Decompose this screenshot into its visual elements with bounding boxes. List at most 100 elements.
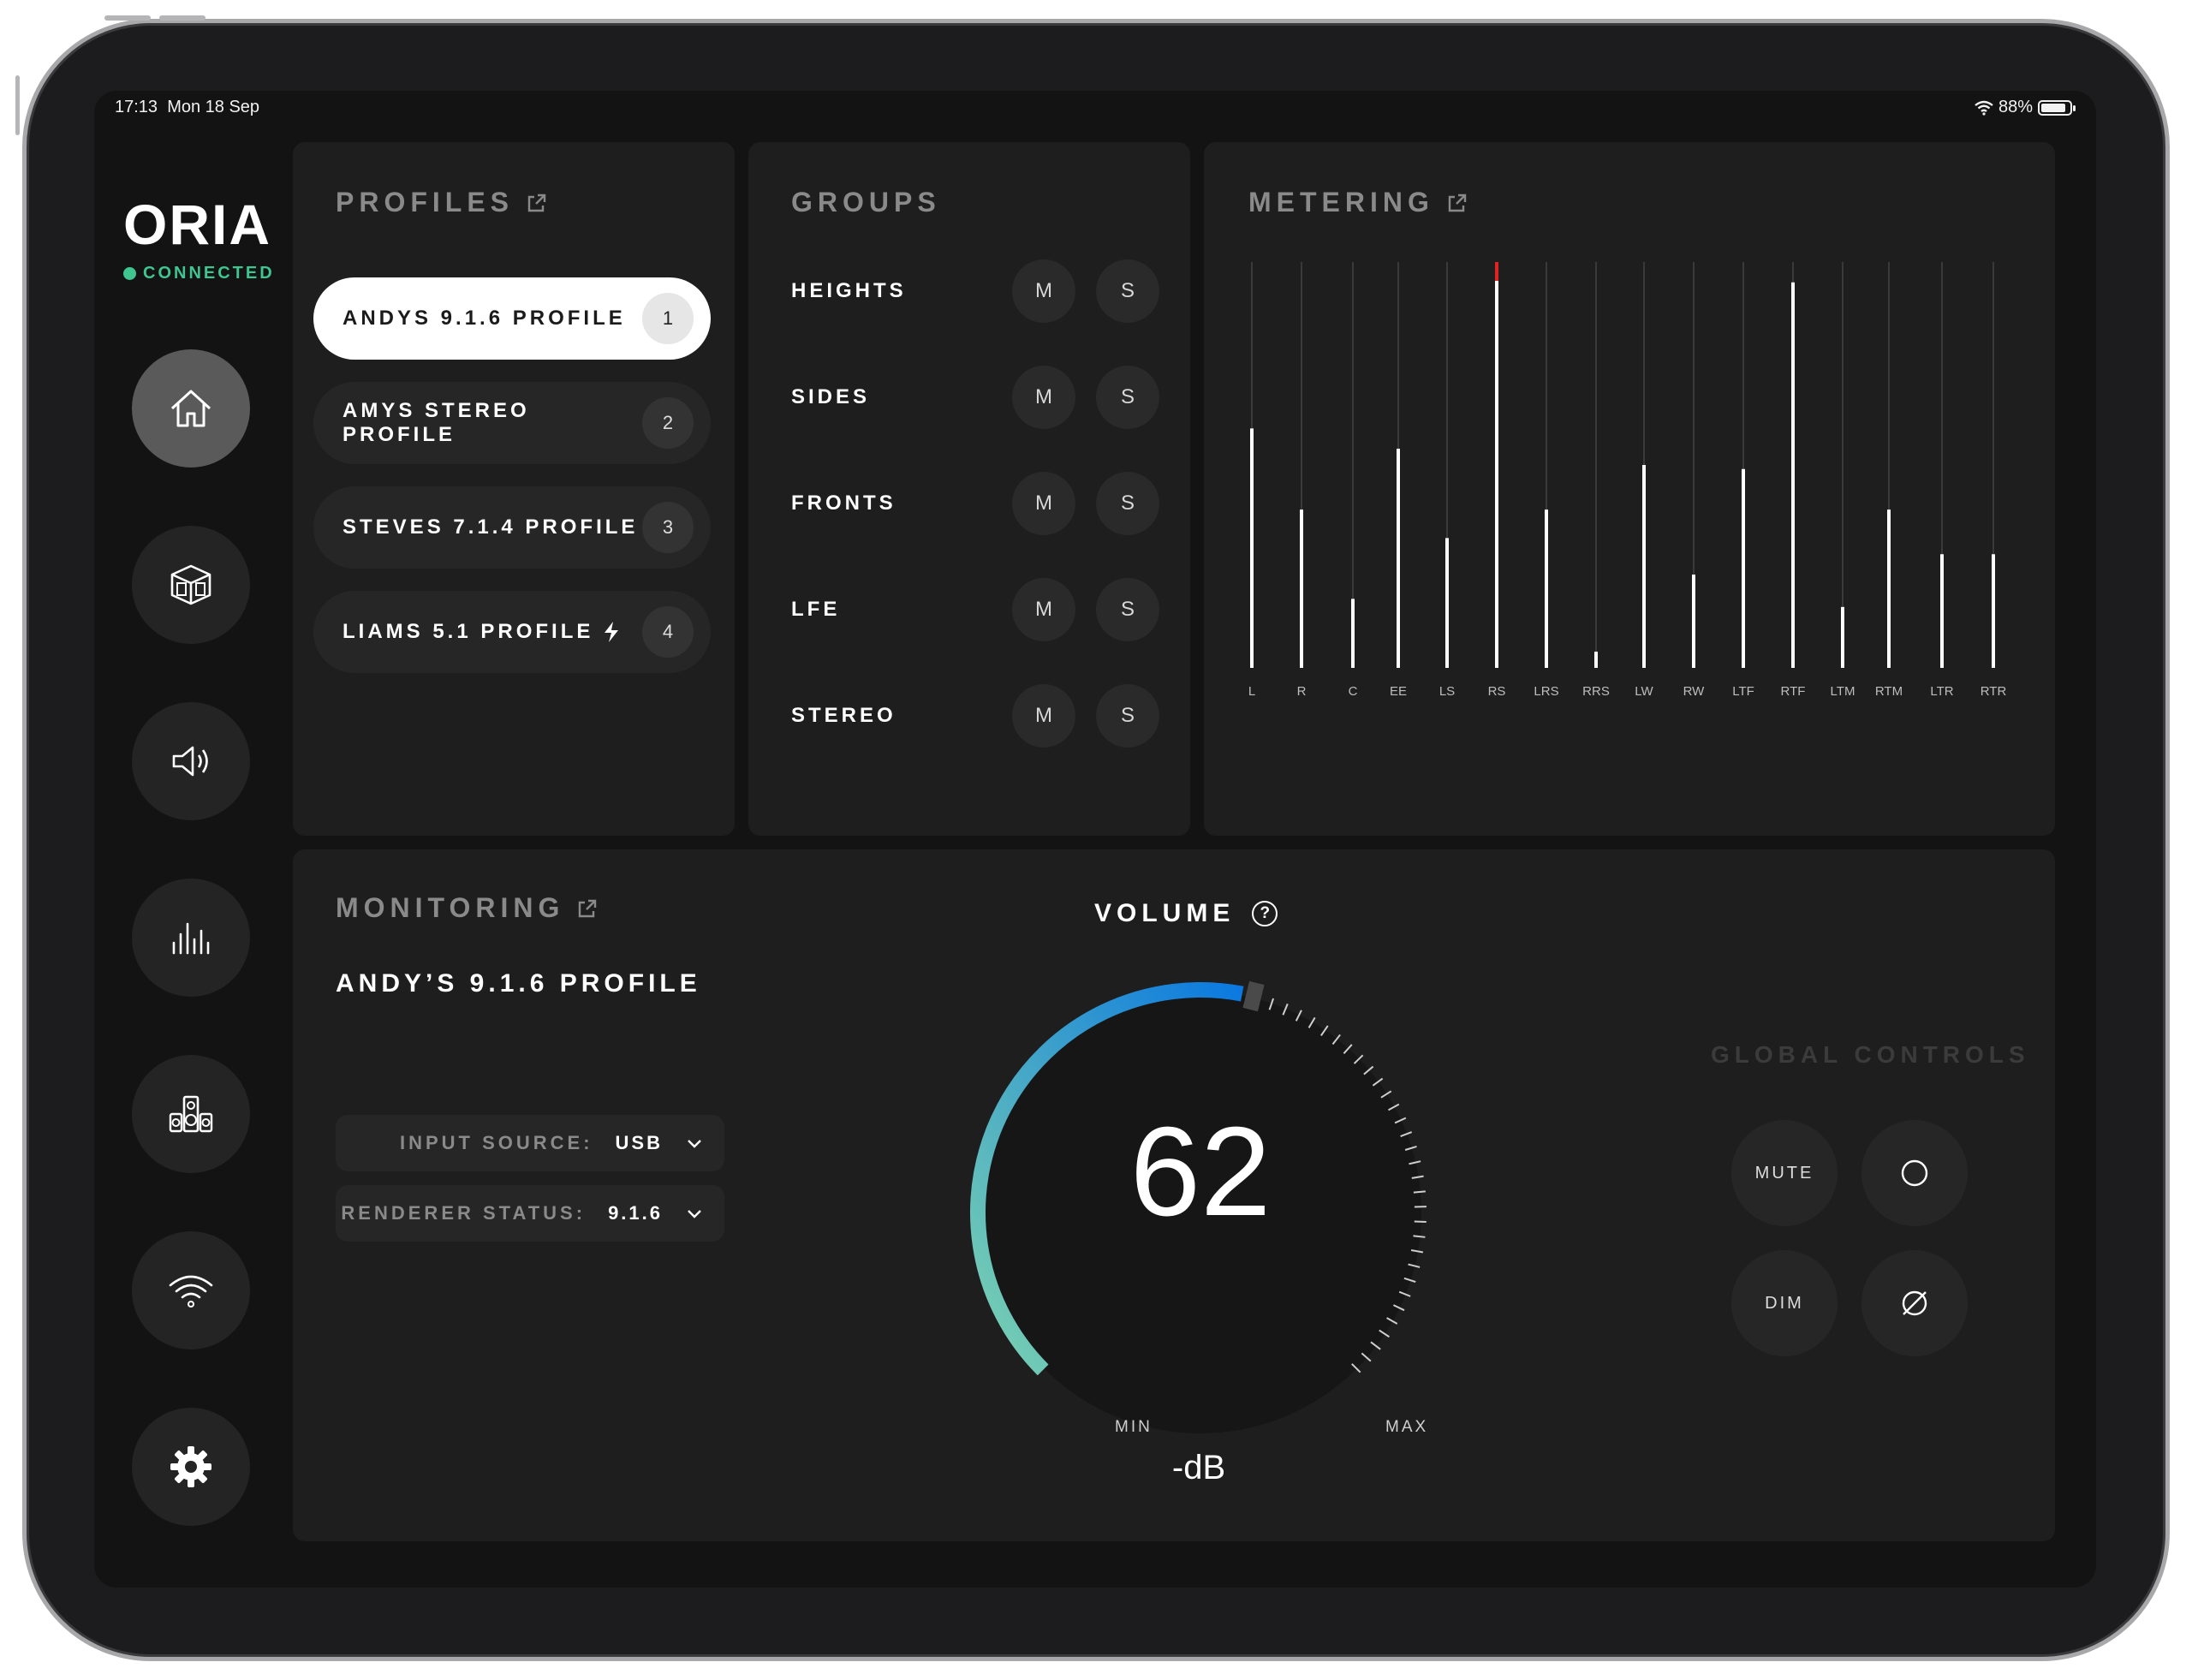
solo-button[interactable]: S [1096,259,1159,323]
monitoring-profile-name: ANDY’S 9.1.6 PROFILE [336,969,701,998]
mute-button[interactable]: M [1012,259,1075,323]
mute-all-button[interactable]: MUTE [1731,1120,1838,1226]
volume-tick [1307,1016,1316,1028]
nav-settings-button[interactable] [132,1408,250,1526]
volume-tick [1404,1145,1417,1151]
nav-speakers-button[interactable] [132,1055,250,1173]
external-link-icon[interactable] [1446,192,1468,214]
volume-tick [1413,1190,1426,1194]
help-icon[interactable]: ? [1252,901,1278,926]
volume-tick [1282,1004,1289,1016]
phase-invert-button[interactable] [1861,1250,1968,1356]
volume-tick [1380,1090,1392,1099]
renderer-status-label: RENDERER STATUS: [341,1202,587,1224]
volume-unit: -dB [1171,1449,1226,1486]
volume-tick [1413,1235,1426,1238]
nav-audio-button[interactable] [132,702,250,820]
phase-invert-icon [1902,1290,1927,1316]
nav-eq-button[interactable] [132,879,250,997]
hardware-button [159,15,206,21]
volume-tick [1388,1103,1400,1111]
meter-label-rtf: RTF [1781,684,1806,699]
brand-logo: ORIA [123,193,271,256]
external-link-icon[interactable] [576,897,599,920]
mute-button[interactable]: M [1012,684,1075,748]
reference-button[interactable] [1861,1120,1968,1226]
volume-max-label: MAX [1385,1418,1429,1436]
nav-network-button[interactable] [132,1231,250,1349]
volume-tick [1394,1117,1407,1124]
dim-button[interactable]: DIM [1731,1250,1838,1356]
status-time: 17:13 Mon 18 Sep [115,98,260,116]
meter-label-lw: LW [1635,684,1653,699]
nav-room-button[interactable] [132,526,250,644]
volume-dial[interactable] [926,961,1474,1492]
volume-tick [1410,1249,1424,1254]
solo-button[interactable]: S [1096,366,1159,429]
meter-label-rtm: RTM [1875,684,1903,699]
group-row-lfe: LFE M S [791,577,1159,642]
battery-percent: 88% [1998,98,2033,116]
renderer-status-value: 9.1.6 [608,1202,663,1224]
chevron-down-icon [688,1210,701,1218]
profile-item-2[interactable]: AMYS STEREO PROFILE 2 [313,382,711,464]
wifi-icon [169,1275,213,1308]
volume-handle[interactable] [1242,980,1265,1012]
profiles-panel: PROFILES ANDYS 9.1.6 PROFILE 1 AMYS STER… [293,142,735,836]
group-row-heights: HEIGHTS M S [791,259,1159,324]
meter-label-ltf: LTF [1732,684,1754,699]
meter-label-ltm: LTM [1831,684,1855,699]
volume-tick [1411,1175,1424,1179]
input-source-label: INPUT SOURCE: [399,1132,593,1153]
connection-label: CONNECTED [143,264,275,283]
meter-label-rtr: RTR [1981,684,2007,699]
profile-number: 2 [642,397,694,449]
volume-tick [1386,1317,1398,1325]
meter-label-ls: LS [1439,684,1455,699]
volume-tick [1398,1290,1411,1297]
meter-label-ltr: LTR [1930,684,1953,699]
mute-button[interactable]: M [1012,578,1075,641]
group-row-fronts: FRONTS M S [791,471,1159,536]
volume-arc [970,982,1244,1376]
meter-chart: L R C EE LS RS LRS RRS LW RW LTF RTF LTM RTM LTR RTR [1248,262,2007,699]
meter-label-l: L [1248,684,1255,699]
nav-home-button[interactable] [132,349,250,468]
input-source-select[interactable]: INPUT SOURCE: USB [336,1115,724,1171]
profile-item-1[interactable]: ANDYS 9.1.6 PROFILE 1 [313,277,711,360]
monitoring-panel: MONITORING ANDY’S 9.1.6 PROFILE INPUT SO… [293,849,2055,1541]
group-row-sides: SIDES M S [791,365,1159,430]
mute-button[interactable]: M [1012,366,1075,429]
volume-tick [1379,1329,1391,1338]
volume-tick [1295,1010,1302,1022]
volume-tick [1392,1304,1405,1312]
volume-tick [1268,998,1275,1010]
external-link-icon[interactable] [526,192,548,214]
home-icon [170,390,211,427]
room-3d-icon [170,564,211,605]
solo-button[interactable]: S [1096,578,1159,641]
volume-tick [1409,1160,1421,1165]
renderer-status-select[interactable]: RENDERER STATUS: 9.1.6 [336,1185,724,1242]
profile-number: 4 [642,606,694,658]
profile-item-3[interactable]: STEVES 7.1.4 PROFILE 3 [313,486,711,569]
profile-number: 1 [642,293,694,344]
solo-button[interactable]: S [1096,684,1159,748]
speaker-volume-icon [172,746,208,777]
volume-tick [1331,1034,1341,1046]
mute-button[interactable]: M [1012,472,1075,535]
volume-tick [1353,1054,1364,1064]
metering-title: METERING [1248,187,1468,218]
chevron-down-icon [688,1140,701,1148]
profile-item-4[interactable]: LIAMS 5.1 PROFILE 4 [313,591,711,673]
volume-tick [1403,1277,1416,1284]
volume-tick [1370,1341,1381,1350]
input-source-value: USB [615,1132,663,1153]
group-name: HEIGHTS [791,279,907,302]
solo-button[interactable]: S [1096,472,1159,535]
volume-tick [1363,1065,1374,1075]
circle-icon [1901,1159,1928,1187]
gear-icon [170,1446,211,1487]
volume-tick [1320,1025,1329,1037]
profile-label: STEVES 7.1.4 PROFILE [342,515,639,539]
